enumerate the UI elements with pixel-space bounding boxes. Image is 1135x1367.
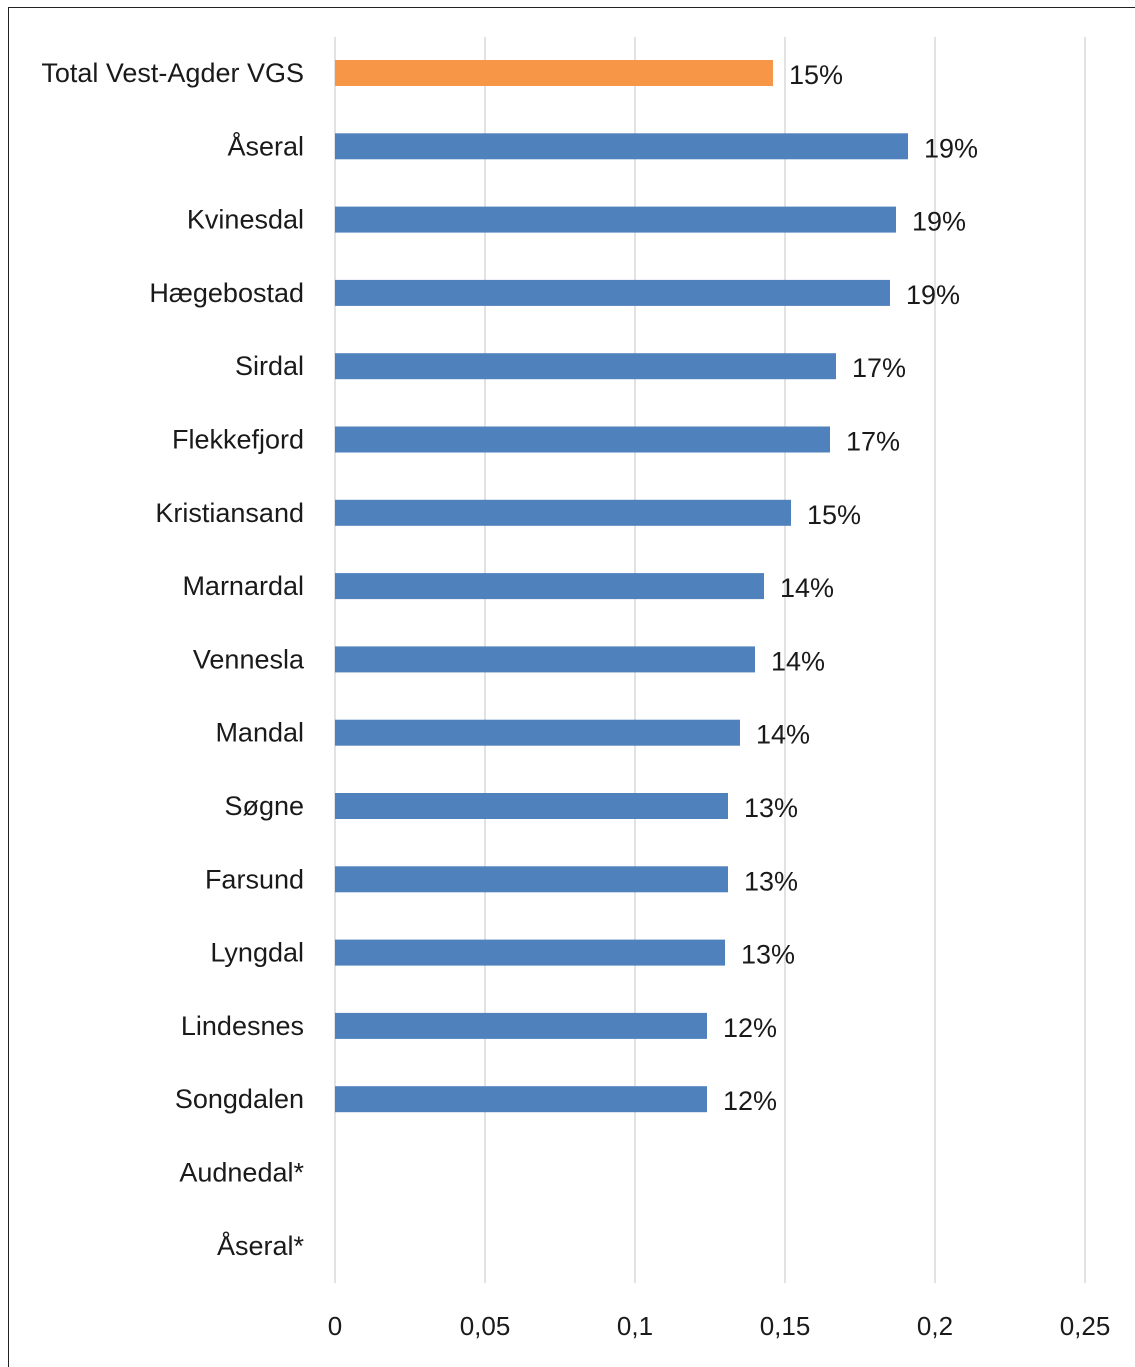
data-label: 17%	[852, 353, 906, 383]
data-label: 17%	[846, 427, 900, 457]
bar	[335, 646, 755, 673]
data-label: 19%	[912, 207, 966, 237]
data-label: 14%	[771, 646, 825, 676]
bar	[335, 353, 836, 380]
x-tick-label: 0,15	[760, 1311, 811, 1341]
bar	[335, 573, 764, 600]
x-tick-label: 0,05	[460, 1311, 511, 1341]
bar	[335, 499, 791, 526]
category-label: Åseral	[227, 130, 304, 161]
labels: 0 0,05 0,1 0,15 0,2 0,25 Total Vest-Agder VGS 1…	[41, 58, 1110, 1341]
x-tick-label: 0,25	[1060, 1311, 1111, 1341]
data-label: 12%	[723, 1086, 777, 1116]
category-label: Marnardal	[182, 571, 304, 601]
bar	[335, 279, 890, 306]
x-tick-label: 0,2	[917, 1311, 953, 1341]
bar	[335, 939, 725, 966]
category-label: Farsund	[205, 864, 304, 894]
bar	[335, 60, 773, 86]
data-label: 15%	[807, 500, 861, 530]
chart-frame	[8, 7, 1135, 1367]
category-label: Audnedal*	[179, 1158, 304, 1188]
data-label: 19%	[906, 280, 960, 310]
bar	[335, 1012, 707, 1039]
data-label: 14%	[780, 573, 834, 603]
category-label: Søgne	[224, 791, 304, 821]
x-tick-label: 0,1	[617, 1311, 653, 1341]
category-label: Kvinesdal	[187, 205, 304, 235]
bar	[335, 1086, 707, 1113]
data-label: 13%	[744, 866, 798, 896]
category-label: Kristiansand	[155, 498, 304, 528]
x-tick-label: 0	[328, 1311, 342, 1341]
bar	[335, 426, 830, 453]
bar	[335, 206, 896, 233]
bars	[335, 60, 908, 1113]
bar	[335, 133, 908, 160]
data-label: 13%	[744, 793, 798, 823]
category-label: Songdalen	[175, 1084, 304, 1114]
category-label: Lyngdal	[210, 938, 304, 968]
data-label: 14%	[756, 720, 810, 750]
data-label: 15%	[789, 60, 843, 90]
category-label: Hægebostad	[149, 278, 304, 308]
category-label: Sirdal	[235, 351, 304, 381]
category-label: Vennesla	[193, 644, 305, 674]
category-label: Total Vest-Agder VGS	[41, 58, 304, 88]
category-label: Åseral*	[217, 1230, 305, 1261]
category-label: Mandal	[215, 718, 304, 748]
bar	[335, 719, 740, 746]
data-label: 19%	[924, 133, 978, 163]
data-label: 13%	[741, 940, 795, 970]
bar	[335, 866, 728, 893]
category-label: Flekkefjord	[172, 425, 304, 455]
bar	[335, 793, 728, 819]
category-label: Lindesnes	[181, 1011, 304, 1041]
data-label: 12%	[723, 1013, 777, 1043]
